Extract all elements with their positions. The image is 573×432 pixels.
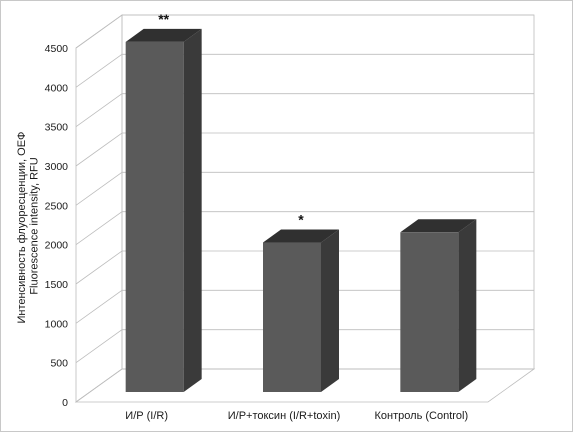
y-tick-label: 4000 <box>45 82 69 94</box>
category-labels: И/Р (I/R) И/Р+токсин (I/R+toxin) Контроль … <box>125 410 468 422</box>
bar-side <box>321 229 339 392</box>
gridline <box>75 132 534 167</box>
gridline <box>75 368 534 403</box>
bar <box>263 229 339 392</box>
gridlines <box>75 14 534 403</box>
bar-top <box>125 28 202 42</box>
y-tick-label: 4500 <box>45 43 69 55</box>
bar <box>125 28 202 392</box>
y-tick-label: 0 <box>62 397 68 409</box>
significance-marker: ** <box>158 11 169 27</box>
bar-front <box>263 242 321 392</box>
gridline <box>75 53 534 88</box>
category-label: И/Р+токсин (I/R+toxin) <box>228 410 341 422</box>
y-axis-title: Интенсивность флуоресценции, ОЕФ Fluores… <box>16 129 41 324</box>
gridline <box>75 250 534 285</box>
significance-markers: *** <box>158 11 304 228</box>
y-tick-label: 500 <box>50 358 68 370</box>
y-tick-label: 2000 <box>45 240 69 252</box>
y-axis-ticks: 0 500 1000 1500 2000 2500 3000 3500 4000 4500 <box>45 43 69 409</box>
category-label: Контроль (Control) <box>375 410 469 422</box>
bar-top <box>263 229 339 243</box>
gridline <box>75 211 534 245</box>
y-tick-label: 3000 <box>45 161 69 173</box>
gridline <box>75 289 534 324</box>
y-tick-label: 1000 <box>45 318 69 330</box>
bar-front <box>125 41 184 392</box>
bar-front <box>400 232 459 392</box>
bar-side <box>183 28 202 392</box>
gridline <box>75 171 534 206</box>
y-tick-label: 2500 <box>45 200 69 212</box>
y-axis-title-line2: Fluorescence intensity, RFU <box>28 157 40 294</box>
y-tick-label: 3500 <box>45 122 69 134</box>
gridline <box>75 329 534 363</box>
bar <box>400 219 477 392</box>
gridline <box>75 93 534 127</box>
y-axis-title-line1: Интенсивность флуоресценции, ОЕФ <box>16 132 28 324</box>
side-wall <box>75 14 123 403</box>
y-tick-label: 1500 <box>45 279 69 291</box>
bar-top <box>400 219 477 233</box>
bars <box>125 28 477 392</box>
bar-side <box>458 219 477 392</box>
category-label: И/Р (I/R) <box>125 410 168 422</box>
significance-marker: * <box>298 212 304 228</box>
gridline <box>75 14 534 49</box>
